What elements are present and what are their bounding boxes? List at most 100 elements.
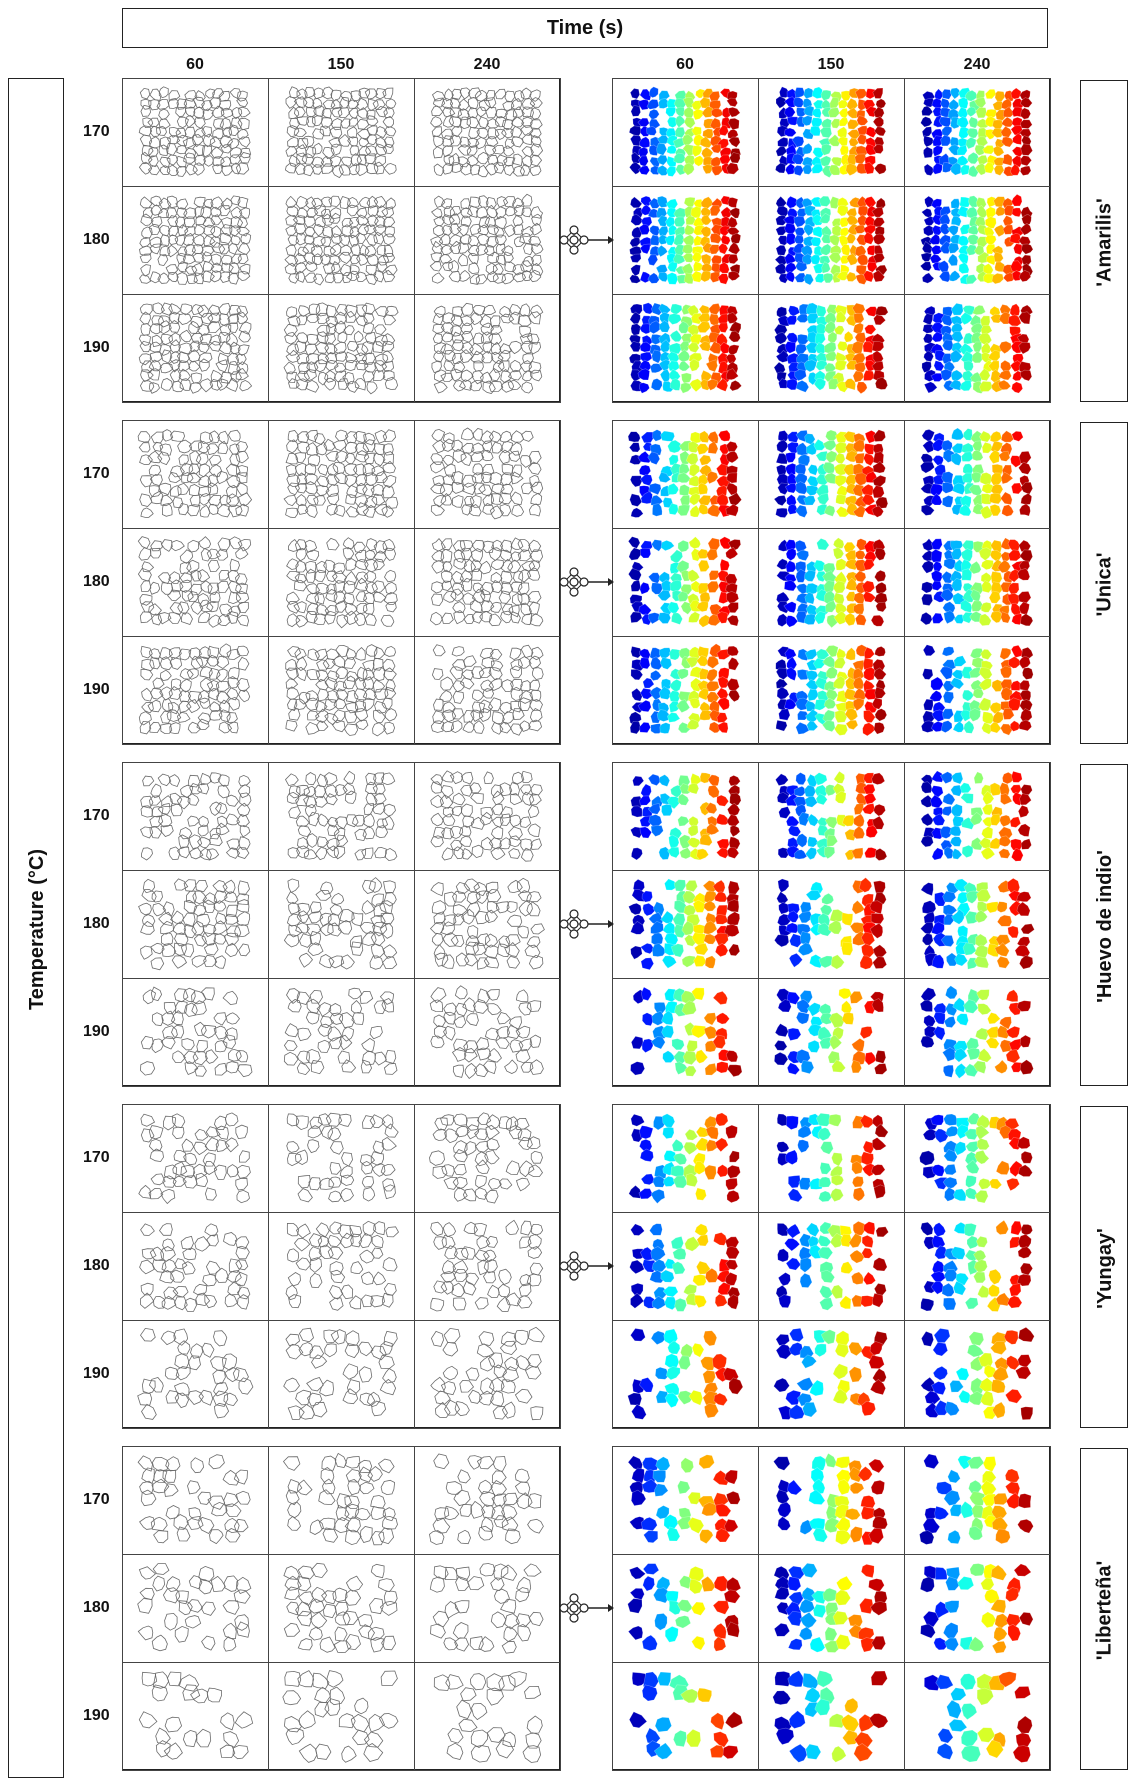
colored-segmentation-cell	[612, 978, 759, 1087]
time-label-right-150: 150	[817, 56, 845, 73]
time-label-right-60: 60	[676, 56, 694, 73]
output-panel-3	[612, 762, 1051, 1087]
colored-segmentation-cell	[612, 1554, 759, 1663]
cell-outline-image	[137, 1563, 252, 1652]
binary-segmentation-cell	[268, 978, 415, 1087]
segmented-cells-image	[628, 1112, 741, 1204]
output-panel-1	[612, 78, 1051, 403]
segmented-cells-image	[774, 195, 888, 286]
binary-segmentation-cell	[414, 978, 561, 1087]
binary-segmentation-cell	[414, 78, 561, 187]
cell-outline-image	[284, 195, 398, 286]
segmented-cells-image	[923, 1671, 1033, 1763]
binary-segmentation-cell	[122, 78, 269, 187]
cell-outline-image	[429, 537, 544, 627]
time-header: Time (s)	[122, 8, 1048, 48]
cell-outline-image	[138, 1671, 254, 1760]
segmented-cells-image	[919, 1112, 1033, 1204]
colored-segmentation-cell	[612, 636, 759, 745]
segmented-cells-image	[628, 302, 743, 394]
variety-label-box: 'Liberteña'	[1080, 1448, 1128, 1770]
colored-segmentation-cell	[612, 1320, 759, 1429]
colored-segmentation-cell	[612, 528, 759, 637]
time-label-right-240: 240	[963, 56, 991, 73]
binary-segmentation-cell	[122, 1446, 269, 1555]
input-panel-3	[122, 762, 561, 1087]
temperature-label-180: 180	[83, 1257, 110, 1274]
binary-segmentation-cell	[414, 294, 561, 403]
colored-segmentation-cell	[904, 1212, 1051, 1321]
segmented-cells-image	[920, 1219, 1034, 1312]
cell-outline-image	[283, 987, 398, 1076]
segmented-cells-image	[627, 1328, 744, 1420]
binary-segmentation-cell	[268, 1446, 415, 1555]
colored-segmentation-cell	[904, 420, 1051, 529]
cell-outline-image	[429, 985, 544, 1079]
variety-name: 'Unica'	[1093, 552, 1116, 616]
segmented-cells-image	[919, 193, 1034, 285]
segmented-cells-image	[920, 87, 1033, 177]
binary-segmentation-cell	[414, 186, 561, 295]
segmented-cells-image	[920, 1326, 1035, 1421]
cell-outline-image	[138, 1112, 251, 1205]
cell-outline-image	[138, 643, 251, 735]
cell-outline-image	[431, 302, 544, 394]
variety-label-wrap: 'Unica'	[1081, 423, 1129, 745]
binary-segmentation-cell	[414, 1212, 561, 1321]
variety-label-box: 'Yungay'	[1080, 1106, 1128, 1428]
temperature-label-180: 180	[83, 915, 110, 932]
binary-segmentation-cell	[268, 762, 415, 871]
variety-name: 'Amarilis'	[1093, 197, 1116, 287]
neural-network-icon	[559, 225, 614, 255]
segmented-cells-image	[920, 644, 1034, 736]
binary-segmentation-cell	[122, 1662, 269, 1771]
temperature-label-170: 170	[83, 1491, 110, 1508]
colored-segmentation-cell	[904, 762, 1051, 871]
cell-outline-image	[285, 770, 398, 862]
binary-segmentation-cell	[268, 1104, 415, 1213]
cell-outline-image	[430, 1219, 544, 1312]
binary-segmentation-cell	[268, 294, 415, 403]
binary-segmentation-cell	[268, 78, 415, 187]
binary-segmentation-cell	[414, 420, 561, 529]
cell-outline-image	[285, 537, 398, 629]
temperature-label-170: 170	[83, 465, 110, 482]
variety-label-box: 'Huevo de indio'	[1080, 764, 1128, 1086]
colored-segmentation-cell	[904, 870, 1051, 979]
segmented-cells-image	[775, 86, 887, 178]
temperature-label-180: 180	[83, 573, 110, 590]
segmented-cells-image	[920, 427, 1034, 520]
segmented-cells-image	[628, 86, 742, 177]
colored-segmentation-cell	[612, 870, 759, 979]
temperature-label-170: 170	[83, 123, 110, 140]
binary-segmentation-cell	[268, 1320, 415, 1429]
cell-outline-image	[283, 429, 399, 519]
cell-outline-image	[429, 193, 544, 285]
temperature-label-190: 190	[83, 339, 110, 356]
segmented-cells-image	[627, 429, 742, 518]
colored-segmentation-cell	[612, 186, 759, 295]
temperature-label-170: 170	[83, 807, 110, 824]
segmented-cells-image	[920, 537, 1034, 627]
colored-segmentation-cell	[758, 1662, 905, 1771]
temperature-title: Temperature (°C)	[25, 848, 48, 1010]
binary-segmentation-cell	[268, 186, 415, 295]
segmented-cells-image	[773, 429, 889, 518]
binary-segmentation-cell	[268, 528, 415, 637]
colored-segmentation-cell	[758, 1104, 905, 1213]
cell-outline-image	[429, 1563, 544, 1654]
cell-outline-image	[430, 1326, 545, 1421]
cell-outline-image	[429, 877, 545, 970]
colored-segmentation-cell	[612, 1104, 759, 1213]
binary-segmentation-cell	[268, 1212, 415, 1321]
segmented-cells-image	[773, 987, 888, 1075]
time-label-left-150: 150	[327, 56, 355, 73]
binary-segmentation-cell	[414, 1320, 561, 1429]
variety-label-wrap: 'Liberteña'	[1081, 1449, 1129, 1771]
temperature-label-190: 190	[83, 1023, 110, 1040]
cell-outline-image	[139, 772, 252, 861]
input-panel-1	[122, 78, 561, 403]
binary-segmentation-cell	[268, 420, 415, 529]
binary-segmentation-cell	[268, 1662, 415, 1771]
binary-segmentation-cell	[414, 870, 561, 979]
